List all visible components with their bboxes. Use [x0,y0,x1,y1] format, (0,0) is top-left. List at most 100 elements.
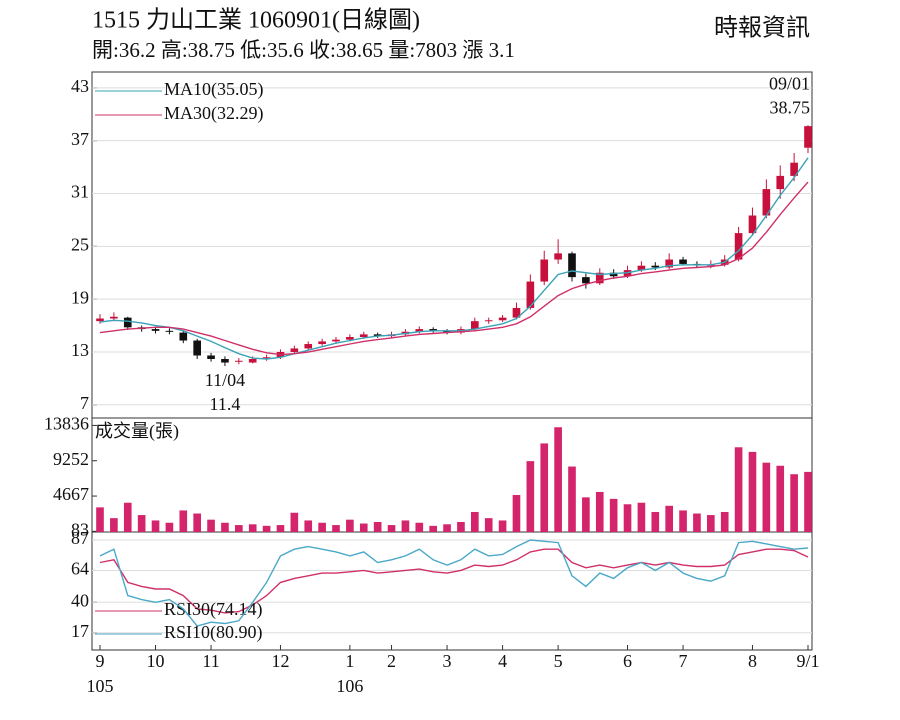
x-tick-label: 9 [96,651,105,671]
candle-body [484,320,493,322]
x-year-label: 106 [336,676,363,696]
volume-bar [707,515,715,532]
candle-body [290,348,299,352]
y-tick-label: 17 [71,621,89,641]
x-tick-label: 3 [443,651,452,671]
volume-bar [276,525,285,532]
volume-bar [484,518,493,532]
x-tick-label: 5 [554,651,563,671]
volume-bar [637,502,646,532]
legend-label: 成交量(張) [95,421,179,442]
volume-bar [651,511,660,532]
y-tick-label: 7 [80,393,89,413]
volume-bar [318,522,326,532]
y-tick-label: 83 [71,519,89,539]
candle-body [637,265,646,271]
volume-bar [609,498,618,532]
ma-line [99,157,809,360]
y-tick-label: 64 [71,559,89,579]
candle-body [123,317,132,328]
candle-body [804,126,812,148]
candle-body [151,329,160,331]
volume-bar [193,513,201,532]
high-annotation: 38.75 [770,97,811,117]
volume-bar [595,491,604,532]
y-tick-label: 9252 [53,449,89,469]
low-annotation: 11/04 [205,370,245,390]
rsi-panel [91,531,813,651]
x-tick-label: 11 [202,651,219,671]
x-tick-label: 7 [679,651,688,671]
candle-body [110,316,118,319]
volume-bar [165,522,174,532]
x-tick-label: 12 [271,651,289,671]
candle-body [595,272,604,284]
x-year-label: 105 [87,676,114,696]
price-panel [91,71,813,419]
candle-body [526,281,535,308]
candle-body [748,215,757,234]
x-tick-label: 9/1 [796,651,819,671]
high-annotation: 09/01 [769,73,810,93]
volume-bar [526,461,535,532]
y-tick-label: 31 [71,182,89,202]
x-tick-label: 4 [498,651,507,671]
candle-body [498,317,507,321]
candle-body [262,357,271,360]
volume-bar [762,462,771,532]
volume-bar [540,443,549,532]
volume-bar [734,447,743,532]
volume-bar [568,466,576,532]
volume-bar [373,521,382,532]
candle-body [318,341,326,345]
candle-body [359,334,368,338]
candle-body [568,253,576,278]
candle-body [582,277,590,284]
volume-bar [457,521,465,532]
volume-bar [720,511,729,532]
volume-bar [512,495,521,532]
candle-body [776,175,785,190]
ma-line [99,181,809,356]
candle-body [248,359,257,363]
candle-body [221,359,229,363]
volume-bar [179,510,188,532]
y-tick-label: 37 [71,129,89,149]
volume-bar [665,505,673,532]
volume-bar [693,513,701,532]
volume-bar [221,522,229,532]
candle-body [762,189,771,216]
candle-body [512,307,521,318]
candle-body [679,259,687,264]
candle-body [790,162,798,176]
volume-bar [623,504,632,532]
volume-bar [96,507,104,532]
volume-bar [137,515,146,532]
candle-body [540,259,549,282]
volume-bar [415,522,424,532]
candle-body [207,355,215,360]
low-annotation: 11.4 [210,394,241,414]
candle-body [471,321,479,330]
candle-body [235,360,243,362]
volume-bar [679,510,687,532]
volume-bar [151,520,160,532]
legend-label: MA10(35.05) [164,79,264,100]
candle-body [346,337,354,340]
volume-bar [790,474,798,532]
y-tick-label: 40 [71,590,89,610]
volume-bar [498,520,507,532]
candle-body [332,339,340,342]
x-tick-label: 8 [748,651,757,671]
volume-bar [387,525,396,532]
candle-body [96,318,104,322]
y-tick-label: 25 [71,234,89,254]
legend-label: RSI10(80.90) [164,622,263,643]
candle-body [665,259,673,268]
candle-body [554,253,562,260]
volume-bar [235,525,243,532]
y-tick-label: 19 [71,287,89,307]
candle-body [415,329,424,332]
source-label: 時報資訊 [714,15,810,42]
legend-label: MA30(32.29) [164,103,264,124]
